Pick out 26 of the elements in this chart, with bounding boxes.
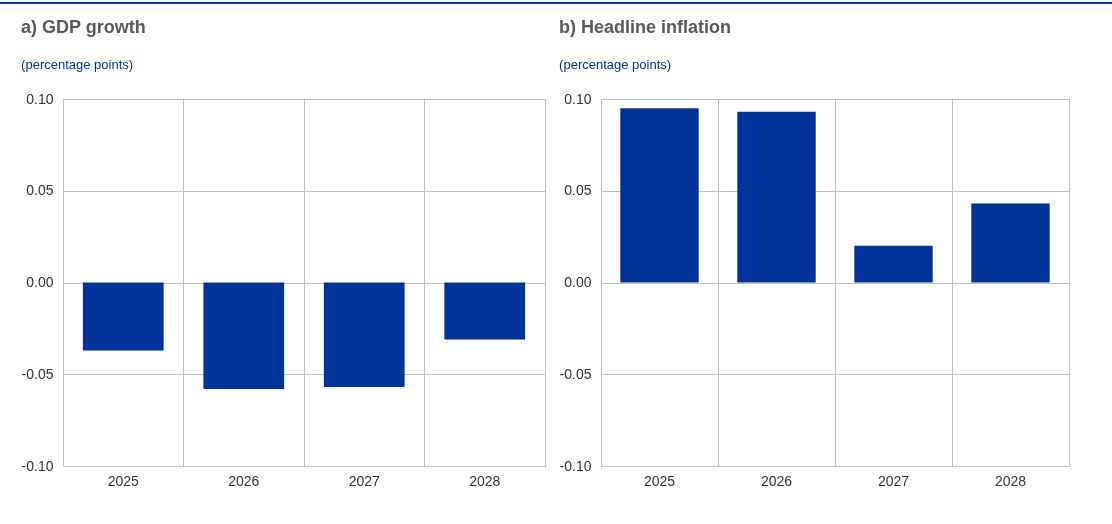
x-tick-label: 2026 — [760, 472, 793, 489]
chart-title: a) GDP growth — [21, 17, 146, 37]
x-tick-label: 2025 — [643, 472, 676, 489]
chart-subtitle: (percentage points) — [559, 57, 672, 72]
bar — [971, 203, 1050, 283]
x-tick-label: 2027 — [348, 472, 381, 489]
y-tick-label: 0.10 — [564, 90, 592, 107]
chart-subtitle: (percentage points) — [21, 57, 134, 72]
y-tick-label: -0.10 — [21, 457, 54, 474]
y-tick-label: 0.00 — [564, 274, 592, 290]
x-tick-label: 2028 — [469, 472, 501, 489]
bar — [737, 111, 816, 283]
y-tick-label: 0.00 — [26, 274, 54, 290]
chart-title: b) Headline inflation — [559, 17, 732, 37]
bar — [854, 245, 933, 283]
bar — [620, 108, 699, 283]
y-tick-label: 0.05 — [564, 182, 592, 199]
x-tick-label: 2028 — [994, 472, 1027, 489]
y-tick-label: 0.05 — [26, 182, 54, 199]
y-tick-label: -0.10 — [559, 457, 592, 474]
x-tick-label: 2027 — [877, 472, 910, 489]
y-tick-label: -0.05 — [21, 365, 54, 382]
y-tick-label: -0.05 — [559, 365, 592, 382]
x-tick-label: 2025 — [107, 472, 140, 489]
x-tick-label: 2026 — [228, 472, 260, 489]
y-tick-label: 0.10 — [26, 90, 54, 107]
